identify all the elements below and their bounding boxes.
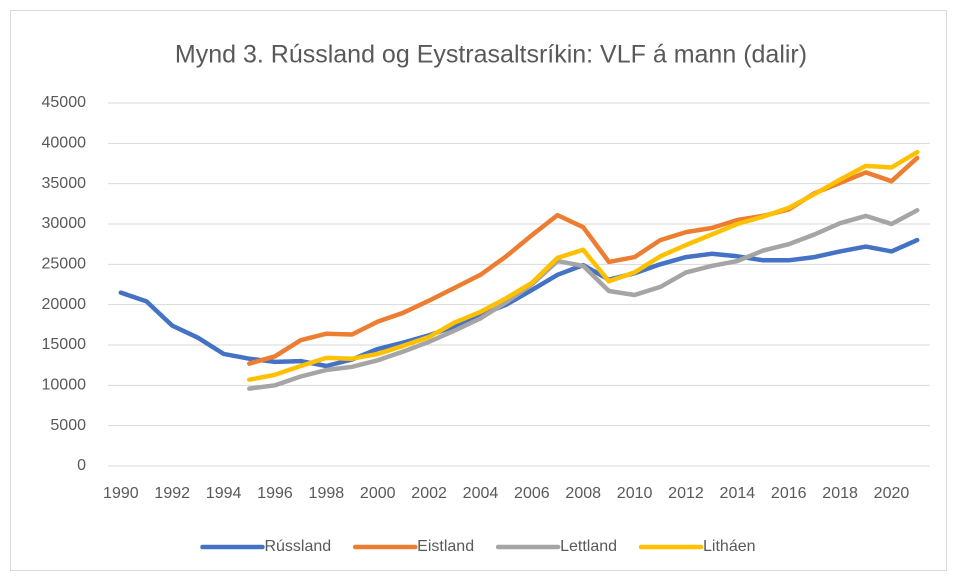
- y-tick-label: 25000: [42, 256, 87, 273]
- x-tick-label: 2018: [822, 485, 858, 502]
- y-tick-label: 5000: [50, 417, 86, 434]
- x-tick-label: 2010: [617, 485, 653, 502]
- chart-title: Mynd 3. Rússland og Eystrasaltsríkin: VL…: [175, 41, 807, 69]
- x-tick-label: 2000: [360, 485, 396, 502]
- x-tick-label: 2016: [771, 485, 807, 502]
- series-line: [118, 237, 920, 369]
- x-tick-label: 1994: [206, 485, 242, 502]
- y-tick-label: 20000: [42, 296, 87, 313]
- x-tick-label: 2014: [720, 485, 756, 502]
- legend-label: Eistland: [417, 538, 474, 555]
- x-tick-label: 2006: [514, 485, 550, 502]
- x-tick-label: 2004: [463, 485, 499, 502]
- chart-border: [10, 10, 947, 571]
- y-tick-label: 45000: [42, 94, 87, 111]
- x-tick-label: 2002: [411, 485, 447, 502]
- x-tick-label: 2020: [874, 485, 910, 502]
- y-tick-label: 30000: [42, 215, 87, 232]
- legend-label: Lettland: [560, 538, 617, 555]
- series-line: [247, 149, 920, 382]
- legend-label: Litháen: [703, 538, 756, 555]
- series-line: [247, 208, 920, 391]
- y-tick-label: 10000: [42, 377, 87, 394]
- y-tick-label: 15000: [42, 336, 87, 353]
- x-tick-label: 1996: [257, 485, 293, 502]
- y-tick-label: 0: [77, 457, 86, 474]
- x-tick-label: 1998: [309, 485, 345, 502]
- x-tick-label: 1990: [103, 485, 139, 502]
- x-tick-label: 2008: [565, 485, 601, 502]
- legend-label: Rússland: [264, 538, 331, 555]
- y-tick-label: 40000: [42, 135, 87, 152]
- x-tick-label: 1992: [154, 485, 190, 502]
- x-tick-label: 2012: [668, 485, 704, 502]
- y-tick-label: 35000: [42, 175, 87, 192]
